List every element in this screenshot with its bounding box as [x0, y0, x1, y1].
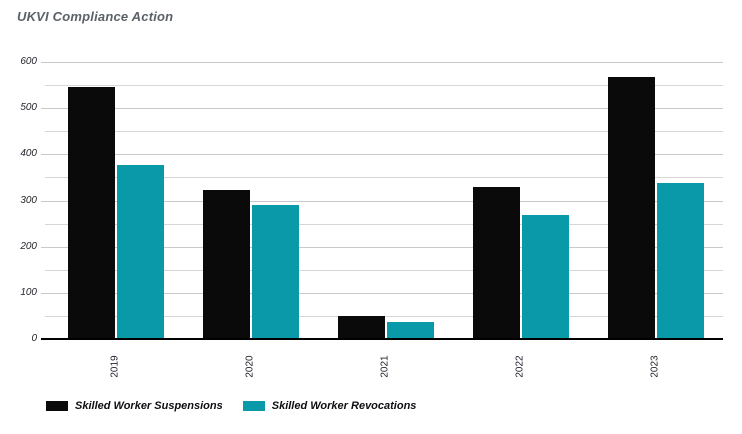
- gridline-350: [45, 177, 723, 179]
- x-tick-label-2019: 2019: [96, 345, 136, 387]
- x-axis-line: [41, 338, 723, 340]
- bar-suspensions-2020: [202, 190, 250, 339]
- x-tick-label-2022: 2022: [501, 345, 541, 387]
- gridline-200: [41, 246, 723, 248]
- x-tick-label-text: 2020: [245, 354, 256, 378]
- x-tick-label-text: 2023: [650, 354, 661, 378]
- x-tick-label-text: 2021: [380, 354, 391, 378]
- legend-label-suspensions: Skilled Worker Suspensions: [75, 400, 223, 412]
- gridline-300: [41, 200, 723, 202]
- gridline-550: [45, 85, 723, 87]
- gridline-100: [41, 292, 723, 294]
- x-tick-label-2020: 2020: [231, 345, 271, 387]
- y-tick-label-400: 400: [20, 148, 37, 160]
- legend-item-revocations: Skilled Worker Revocations: [242, 400, 417, 412]
- bar-revocations-2023: [656, 183, 704, 339]
- y-tick-label-500: 500: [20, 102, 37, 114]
- x-tick-label-2021: 2021: [366, 345, 406, 387]
- chart-title: UKVI Compliance Action: [17, 9, 174, 24]
- y-tick-label-600: 600: [20, 56, 37, 67]
- bar-revocations-2020: [251, 205, 299, 339]
- bar-suspensions-2019: [67, 87, 115, 339]
- legend-label-revocations: Skilled Worker Revocations: [271, 400, 417, 412]
- bar-suspensions-2022: [472, 186, 520, 339]
- gridline-600: [41, 62, 723, 63]
- bar-suspensions-2023: [607, 76, 655, 339]
- y-tick-label-300: 300: [20, 194, 37, 206]
- bar-revocations-2022: [521, 215, 569, 339]
- gridline-450: [45, 131, 723, 133]
- legend-item-suspensions: Skilled Worker Suspensions: [46, 400, 223, 412]
- x-tick-label-text: 2019: [110, 354, 121, 378]
- legend-swatch-revocations: [242, 401, 265, 411]
- y-tick-label-200: 200: [20, 240, 37, 252]
- bar-revocations-2019: [116, 165, 164, 339]
- y-tick-label-0: 0: [31, 333, 37, 344]
- plot-area: [41, 62, 723, 340]
- gridline-400: [41, 154, 723, 156]
- bar-revocations-2021: [386, 322, 434, 339]
- gridline-500: [41, 108, 723, 110]
- y-tick-label-100: 100: [20, 286, 37, 298]
- x-tick-label-2023: 2023: [636, 345, 676, 387]
- bar-suspensions-2021: [337, 316, 385, 339]
- gridline-150: [45, 269, 723, 271]
- legend: Skilled Worker Suspensions Skilled Worke…: [46, 400, 416, 412]
- legend-swatch-suspensions: [46, 401, 68, 411]
- gridline-250: [45, 223, 723, 225]
- x-tick-label-text: 2022: [515, 354, 526, 378]
